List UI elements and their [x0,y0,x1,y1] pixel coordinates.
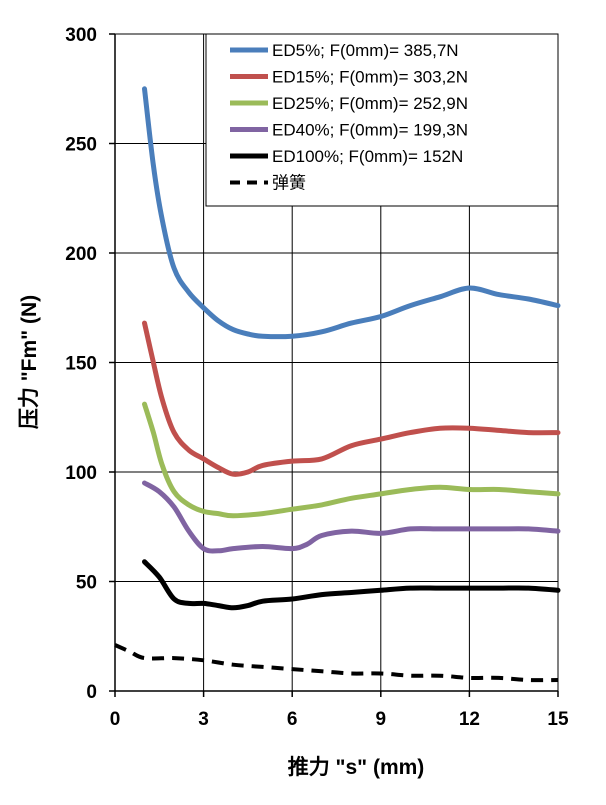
legend-label-2: ED25%; F(0mm)= 252,9N [272,94,468,113]
legend-label-0: ED5%; F(0mm)= 385,7N [272,41,459,60]
series-line-3 [142,480,561,554]
x-tick-label: 15 [547,709,569,730]
legend-label-3: ED40%; F(0mm)= 199,3N [272,121,468,140]
y-axis-title: 压力 "Fm" (N) [18,295,41,429]
y-tick-label: 150 [65,354,97,375]
series-line-5 [114,643,559,683]
x-tick-label: 12 [459,709,480,730]
legend-box [205,33,559,207]
series-line-1 [142,320,561,477]
x-axis-title: 推力 "s" (mm) [288,756,425,779]
series-line-2 [142,401,561,519]
legend-label-4: ED100%; F(0mm)= 152N [272,147,463,166]
legend: ED5%; F(0mm)= 385,7N ED15%; F(0mm)= 303,2… [205,33,559,207]
x-tick-label: 0 [110,709,121,730]
series-line-4 [142,559,561,611]
y-tick-label: 300 [65,25,97,46]
y-tick-label: 50 [76,573,97,594]
y-tick-label: 250 [65,135,97,156]
series-lines [114,86,561,683]
y-tick-label: 100 [65,463,97,484]
axes: 0 50 100 150 200 250 300 0 3 6 9 12 15 [65,25,569,730]
legend-label-1: ED15%; F(0mm)= 303,2N [272,68,468,87]
y-tick-label: 0 [86,682,97,703]
series-line-0 [142,86,561,340]
x-tick-label: 3 [198,709,209,730]
legend-label-5: 弹簧 [272,174,306,193]
x-tick-label: 6 [287,709,298,730]
x-tick-label: 9 [376,709,387,730]
y-tick-label: 200 [65,244,97,265]
